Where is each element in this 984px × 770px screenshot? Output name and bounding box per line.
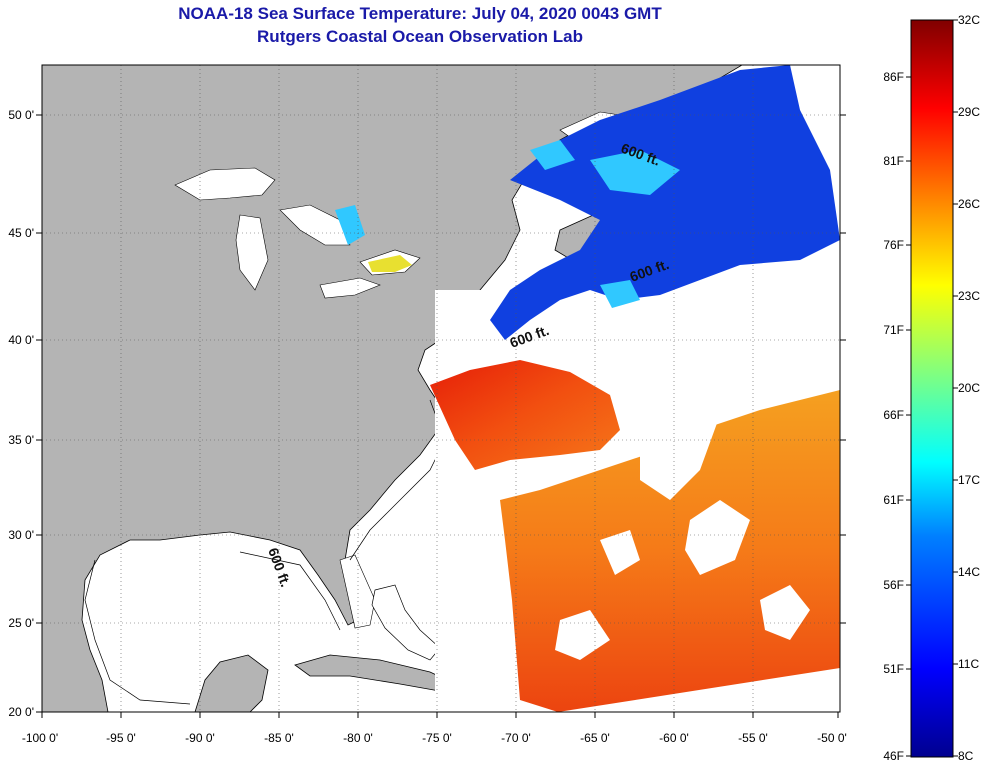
lon-tick-label: -85 0': [264, 731, 294, 745]
land-north-america: [42, 65, 743, 712]
colorbar-c-label: 23C: [958, 289, 980, 303]
colorbar-c-label: 29C: [958, 105, 980, 119]
lon-tick-label: -65 0': [580, 731, 610, 745]
lon-tick-label: -70 0': [501, 731, 531, 745]
colorbar-f-label: 71F: [883, 323, 904, 337]
map-area: 600 ft. 600 ft. 600 ft. 600 ft.: [42, 65, 840, 712]
colorbar-gradient: [910, 19, 954, 758]
lat-tick-label: 30 0': [8, 528, 34, 542]
lon-tick-label: -80 0': [343, 731, 373, 745]
lat-tick-label: 20 0': [8, 705, 34, 719]
land-yucatan: [194, 654, 269, 712]
colorbar-ticks: [906, 19, 958, 757]
colorbar-c-label: 14C: [958, 565, 980, 579]
lon-tick-label: -75 0': [422, 731, 452, 745]
colorbar-f-label: 61F: [883, 493, 904, 507]
colorbar-f-label: 46F: [883, 749, 904, 763]
colorbar-f-label: 81F: [883, 154, 904, 168]
sst-cyan-patches: [335, 140, 680, 308]
lon-tick-label: -90 0': [185, 731, 215, 745]
lon-axis: -100 0' -95 0' -90 0' -85 0' -80 0' -75 …: [22, 712, 847, 745]
lon-tick-label: -100 0': [22, 731, 58, 745]
chart-subtitle: Rutgers Coastal Ocean Observation Lab: [257, 27, 583, 46]
colorbar-c-label: 20C: [958, 381, 980, 395]
sst-swath-north: [490, 65, 840, 340]
lon-tick-label: -95 0': [106, 731, 136, 745]
colorbar-c-label: 8C: [958, 749, 974, 763]
colorbar-c-label: 17C: [958, 473, 980, 487]
great-lakes: [174, 167, 421, 299]
sst-swath-gulfstream: [430, 360, 620, 470]
lat-tick-label: 40 0': [8, 333, 34, 347]
lat-tick-label: 50 0': [8, 108, 34, 122]
lat-tick-label: 25 0': [8, 616, 34, 630]
lon-tick-label: -50 0': [817, 731, 847, 745]
colorbar-c-label: 32C: [958, 13, 980, 27]
lat-axis: 20 0' 25 0' 30 0' 35 0' 40 0' 45 0' 50 0…: [8, 108, 846, 719]
colorbar-f-label: 86F: [883, 70, 904, 84]
lon-tick-label: -55 0': [738, 731, 768, 745]
chart-title: NOAA-18 Sea Surface Temperature: July 04…: [178, 4, 662, 23]
sst-warm-lake: [368, 255, 412, 272]
colorbar-f-label: 76F: [883, 238, 904, 252]
colorbar-f-label: 56F: [883, 578, 904, 592]
colorbar: 32C 29C 26C 23C 20C 17C 14C 11C 8C 86F 8…: [883, 13, 980, 763]
map-frame: [41, 64, 841, 713]
lon-tick-label: -60 0': [659, 731, 689, 745]
graticule: [42, 65, 840, 712]
colorbar-c-label: 26C: [958, 197, 980, 211]
swath-clouds: [555, 400, 810, 660]
colorbar-c-label: 11C: [958, 657, 979, 671]
lat-tick-label: 35 0': [8, 433, 34, 447]
colorbar-f-label: 66F: [883, 408, 904, 422]
colorbar-f-label: 51F: [883, 662, 904, 676]
lat-tick-label: 45 0': [8, 226, 34, 240]
